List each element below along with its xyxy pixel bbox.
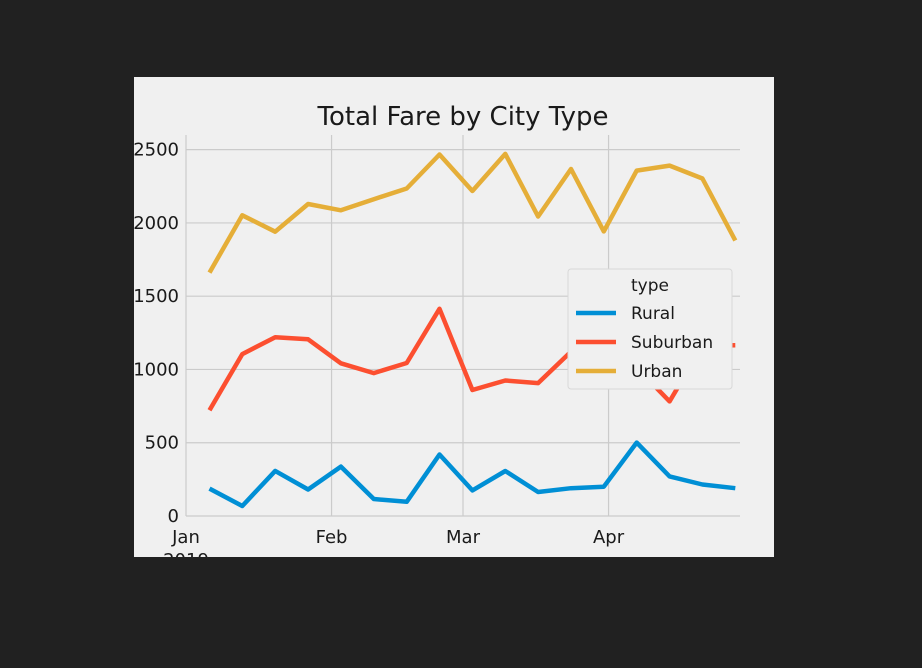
series-line-rural (208, 440, 736, 509)
y-tick-label: 500 (145, 433, 179, 454)
y-tick-label: 1000 (134, 359, 179, 380)
x-tick-label: Mar (446, 527, 481, 548)
y-tick-label: 1500 (134, 286, 179, 307)
axis-ticks: 0 500 1000 1500 2000 2500 Jan 2019 Feb Mar Apr (134, 140, 625, 557)
series-line-urban (207, 151, 738, 274)
x-tick-label: Apr (593, 527, 625, 548)
legend-frame (567, 268, 733, 390)
legend-label-suburban: Suburban (631, 333, 713, 353)
legend: type Rural Suburban Urban (567, 268, 733, 390)
legend-label-urban: Urban (631, 362, 682, 382)
y-tick-label: 2000 (134, 213, 179, 234)
chart-title: Total Fare by City Type (317, 102, 609, 132)
y-tick-label: 2500 (134, 140, 179, 161)
x-tick-sublabel: 2019 (163, 550, 209, 557)
grid-lines (185, 135, 740, 517)
y-tick-label: 0 (168, 506, 179, 527)
line-chart: 0 500 1000 1500 2000 2500 Jan 2019 Feb Mar Apr Tot… (134, 102, 740, 557)
x-tick-label: Feb (316, 527, 348, 548)
legend-title: type (631, 276, 669, 296)
x-tick-label: Jan (171, 527, 200, 548)
legend-label-rural: Rural (631, 304, 675, 324)
chart-figure: 0 500 1000 1500 2000 2500 Jan 2019 Feb Mar Apr Tot… (134, 77, 774, 557)
